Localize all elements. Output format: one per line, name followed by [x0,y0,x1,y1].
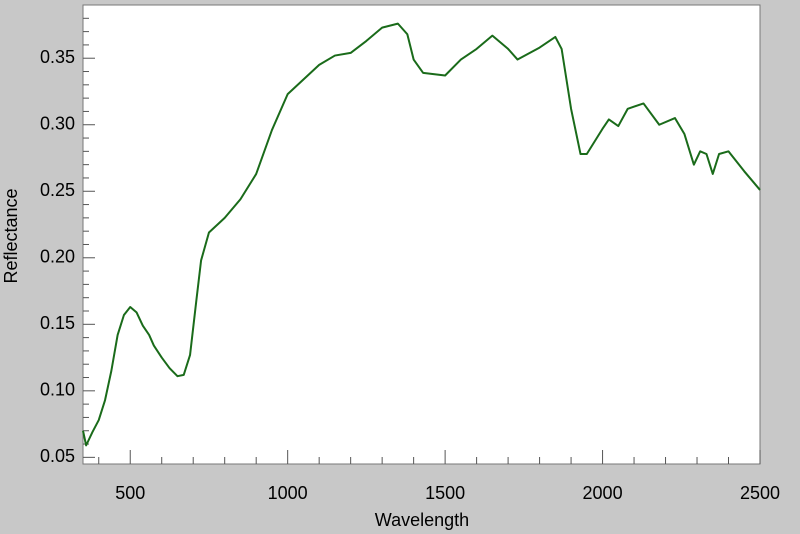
y-tick-label: 0.20 [40,247,75,267]
y-tick-label: 0.15 [40,313,75,333]
spectrum-line [82,22,761,447]
y-tick-label: 0.30 [40,113,75,133]
y-tick-label: 0.10 [40,380,75,400]
x-tick-label: 2000 [583,483,623,503]
y-tick-label: 0.25 [40,180,75,200]
x-tick-label: 2500 [740,483,780,503]
y-tick-label: 0.05 [40,446,75,466]
plot-area [82,4,761,465]
x-tick-label: 1500 [425,483,465,503]
y-axis-title: Reflectance [1,188,21,283]
x-axis-title: Wavelength [375,510,469,530]
y-tick-label: 0.35 [40,47,75,67]
x-tick-label: 1000 [268,483,308,503]
x-tick-label: 500 [115,483,145,503]
